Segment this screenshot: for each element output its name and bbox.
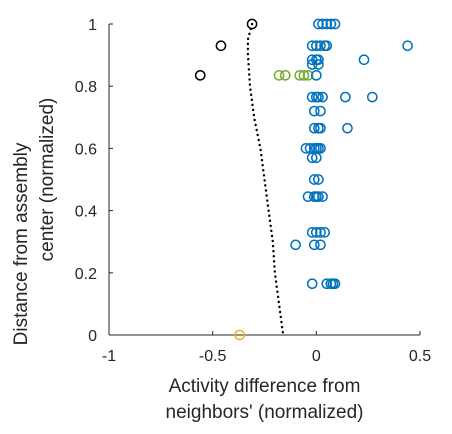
data-point-series-3 xyxy=(319,227,330,238)
y-axis-label-line-1: Distance from assembly xyxy=(11,142,32,345)
data-point-series-3 xyxy=(315,227,326,238)
data-point-series-3 xyxy=(308,122,320,134)
y-tick-label: 0.6 xyxy=(75,141,97,158)
data-point-series-3 xyxy=(329,18,341,30)
x-tick-label: 0 xyxy=(312,348,321,365)
data-point-series-1 xyxy=(298,69,310,81)
data-point-series-3 xyxy=(306,152,318,164)
data-point-series-3 xyxy=(315,40,326,52)
data-point-series-3 xyxy=(308,105,320,117)
data-point-series-1 xyxy=(279,69,291,81)
data-point-series-3 xyxy=(321,18,333,30)
data-point-series-3 xyxy=(300,143,312,154)
data-point-series-1 xyxy=(294,69,306,81)
points-layer xyxy=(194,18,413,341)
y-tick-label: 0 xyxy=(88,328,97,345)
y-tick-label: 1 xyxy=(88,17,97,34)
data-point-series-3 xyxy=(313,191,324,202)
data-point-series-3 xyxy=(310,227,322,238)
y-axis-label-line-2: center (normalized) xyxy=(37,98,58,262)
data-point-series-3 xyxy=(306,91,318,103)
data-point-series-3 xyxy=(313,91,324,103)
data-point-series-3 xyxy=(317,191,328,202)
trend-layer xyxy=(246,22,285,337)
data-point-series-3 xyxy=(306,59,318,70)
x-axis-label-line-1: Activity difference from xyxy=(169,376,361,397)
x-tick-label: 0.5 xyxy=(409,348,431,365)
data-point-series-3 xyxy=(306,40,318,52)
data-point-series-0 xyxy=(194,69,206,81)
data-point-series-3 xyxy=(315,105,326,117)
data-point-series-3 xyxy=(306,227,318,238)
data-point-series-3 xyxy=(310,152,322,164)
data-point-series-1 xyxy=(302,69,314,81)
y-tick-label: 0.4 xyxy=(75,204,97,221)
data-point-series-3 xyxy=(325,18,337,30)
x-tick-label: -1 xyxy=(102,348,116,365)
axes xyxy=(108,23,421,336)
data-point-series-3 xyxy=(317,18,328,30)
x-tick-label: -0.5 xyxy=(199,348,227,365)
data-point-series-3 xyxy=(366,91,378,103)
data-point-series-0 xyxy=(246,18,258,30)
data-point-series-3 xyxy=(308,174,320,185)
data-point-series-3 xyxy=(340,91,351,103)
y-tick-label: 0.2 xyxy=(75,266,97,283)
data-point-series-3 xyxy=(342,122,353,134)
data-point-series-3 xyxy=(321,40,333,52)
tick-labels: -1 -0.5 0 0.5 0 0.2 0.4 0.6 0.8 1 xyxy=(75,17,431,365)
data-point-series-3 xyxy=(313,18,324,30)
data-point-series-3 xyxy=(310,40,322,52)
data-point-series-3 xyxy=(290,239,301,251)
data-point-series-3 xyxy=(358,54,370,66)
data-point-series-2 xyxy=(234,329,245,341)
x-axis-label-line-2: neighbors' (normalized) xyxy=(166,402,364,423)
data-point-series-3 xyxy=(308,239,320,251)
data-point-series-3 xyxy=(402,40,413,52)
data-point-series-1 xyxy=(273,69,285,81)
y-tick-label: 0.8 xyxy=(75,79,97,96)
data-point-series-3 xyxy=(315,239,326,251)
data-point-series-3 xyxy=(310,69,322,81)
data-point-series-3 xyxy=(313,59,324,70)
data-point-series-3 xyxy=(302,191,314,202)
data-point-series-3 xyxy=(317,91,328,103)
data-point-series-3 xyxy=(329,278,341,290)
data-point-series-0 xyxy=(215,40,227,52)
data-point-series-3 xyxy=(313,174,324,185)
trend-line xyxy=(246,22,285,337)
data-point-series-3 xyxy=(315,122,326,134)
data-point-series-3 xyxy=(315,143,326,154)
data-point-series-3 xyxy=(321,278,333,290)
data-point-series-3 xyxy=(306,278,318,290)
